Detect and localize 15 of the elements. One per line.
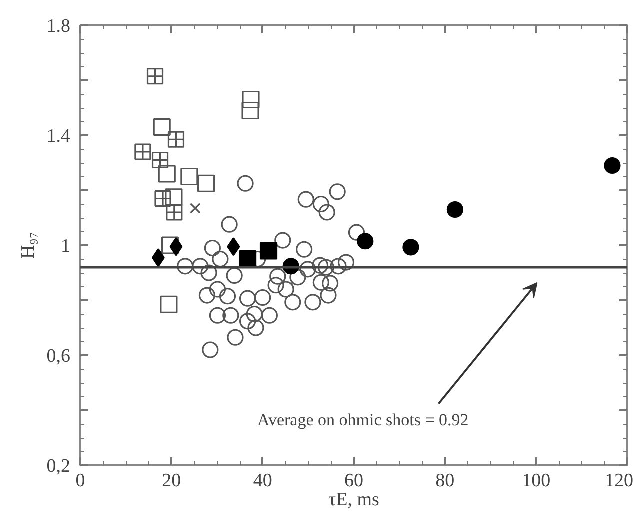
y-tick-label: 1.8	[46, 16, 70, 37]
x-tick-label: 0	[76, 470, 86, 492]
annotation: Average on ohmic shots = 0.92	[257, 410, 469, 430]
y-tick-label: 1	[61, 236, 70, 257]
x-tick-label: 80	[436, 470, 455, 492]
y-tick-label: 1.4	[46, 126, 71, 147]
y-tick-label: 0,6	[46, 346, 70, 367]
x-tick-label: 100	[522, 470, 551, 492]
x-tick-label: 20	[162, 470, 182, 492]
x-tick-label: 40	[253, 470, 272, 492]
x-tick-label: 60	[344, 470, 364, 492]
x-axis-title: τE, ms	[328, 490, 380, 510]
x-tick-label: 120	[605, 470, 633, 492]
y-axis-title: H₉₇	[18, 232, 39, 259]
y-tick-label: 0,2	[46, 456, 70, 477]
